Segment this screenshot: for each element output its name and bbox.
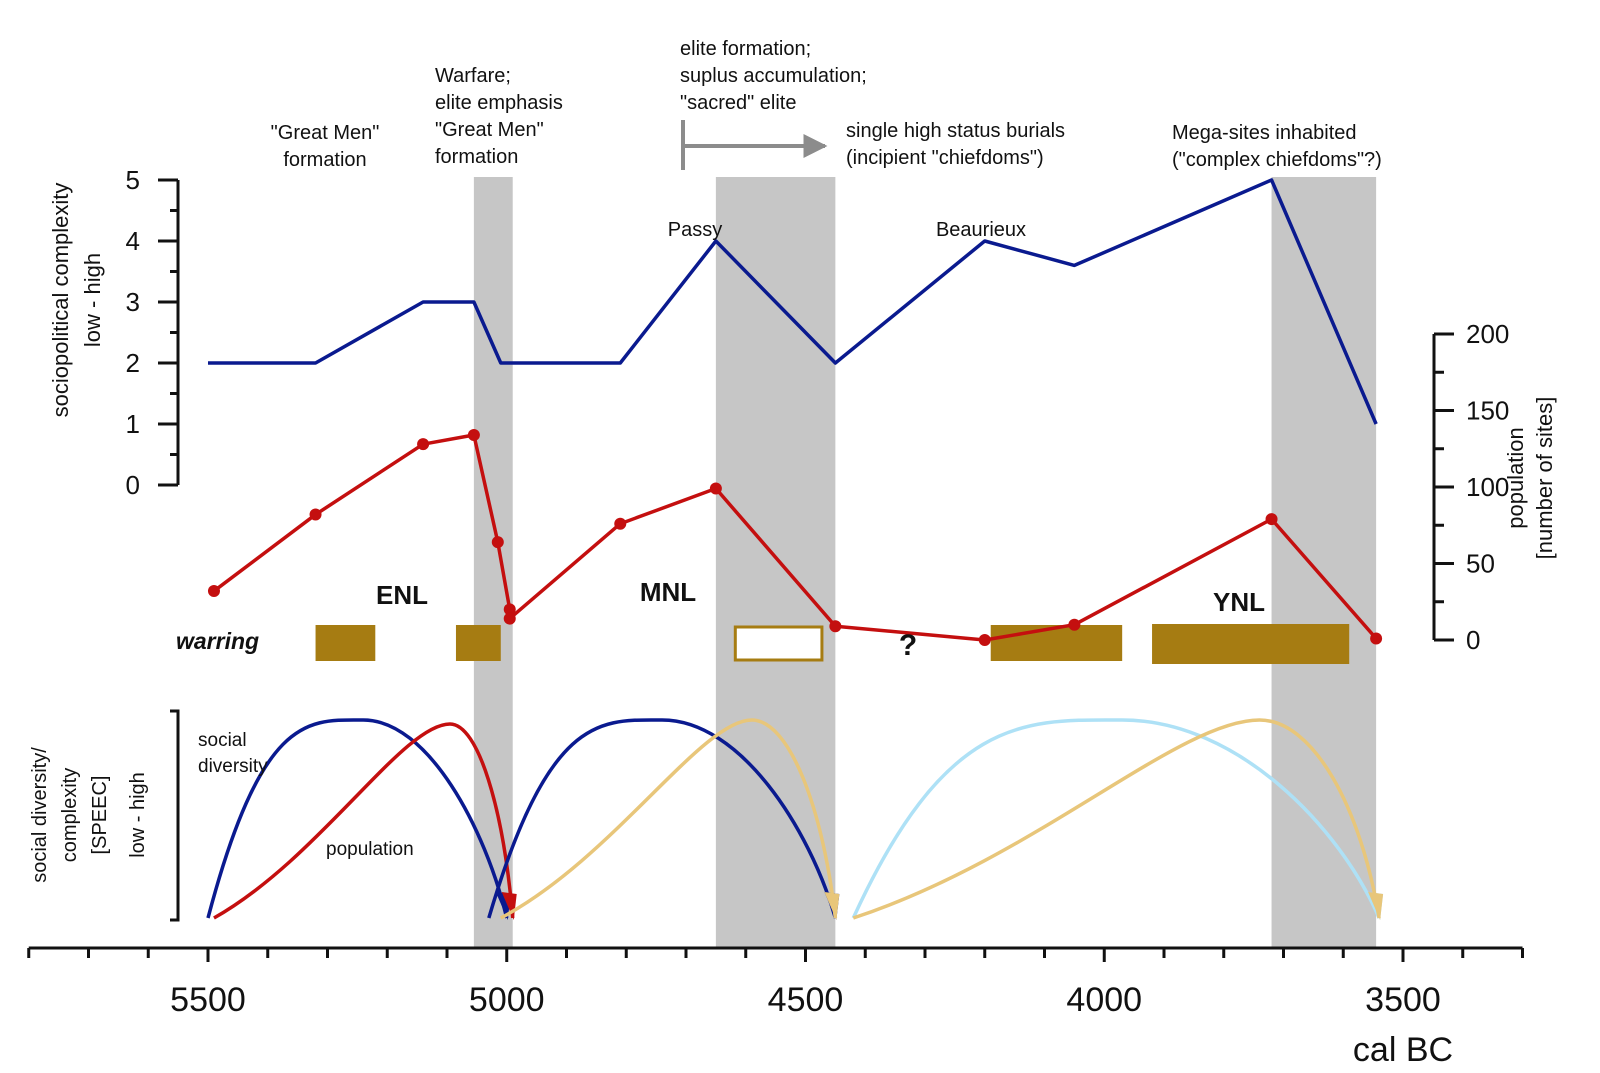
warring-bar-1 — [455, 625, 501, 661]
right-tick-label: 200 — [1466, 319, 1509, 349]
phase-label-ynl: YNL — [1213, 587, 1265, 617]
complexity-line — [208, 178, 1378, 425]
right-tick-label: 0 — [1466, 625, 1480, 655]
svg-text:population: population — [326, 839, 414, 860]
warring-bars — [315, 624, 1350, 664]
population-point — [709, 482, 722, 495]
speec-arc-diversity-0 — [206, 718, 509, 919]
speec-axis-sublabel: low - high — [127, 772, 149, 858]
speec-arc-diversity-2 — [487, 718, 838, 919]
population-axis-sublabel: [number of sites] — [1532, 397, 1557, 560]
x-tick-label: 5000 — [469, 981, 545, 1019]
speec-axis-label-2: complexity — [59, 768, 81, 862]
population-axis-label: population — [1503, 427, 1528, 529]
population-axis: 0 50 100 150 200 population [number of sites… — [1432, 319, 1557, 655]
warring-bar-2 — [733, 625, 824, 662]
svg-text:"Great Men": "Great Men" — [271, 122, 380, 144]
complexity-axis-label: sociopolitical complexity — [48, 183, 73, 418]
x-tick-label: 3500 — [1365, 981, 1441, 1019]
x-tick-label: 5500 — [170, 981, 246, 1019]
svg-text:formation: formation — [283, 149, 366, 171]
elite-arrow — [681, 120, 828, 170]
annotation-single-burials: single high status burials (incipient "c… — [846, 120, 1065, 169]
population-line — [212, 433, 1378, 642]
phase-label-mnl: MNL — [640, 577, 696, 607]
population-point — [207, 585, 220, 598]
right-tick-label: 50 — [1466, 549, 1495, 579]
svg-text:single high status burials: single high status burials — [846, 120, 1065, 142]
speec-arc-population-1 — [213, 722, 515, 920]
population-point — [829, 620, 842, 633]
svg-text:elite emphasis: elite emphasis — [435, 92, 563, 114]
warring-bar-3 — [990, 625, 1123, 661]
label-passy: Passy — [668, 219, 722, 241]
population-point — [1370, 632, 1383, 645]
annotation-mega-sites: Mega-sites inhabited ("complex chiefdoms… — [1172, 122, 1382, 171]
speec-arc-diversity-4 — [851, 718, 1381, 919]
speec-arc-population-5 — [852, 718, 1381, 920]
svg-text:elite formation;: elite formation; — [680, 38, 811, 60]
speec-arrowhead-3 — [824, 892, 840, 920]
left-tick-label: 3 — [126, 287, 140, 317]
svg-text:suplus accumulation;: suplus accumulation; — [680, 65, 867, 87]
label-beaurieux: Beaurieux — [936, 219, 1026, 241]
complexity-axis: 0 1 2 3 4 5 sociopolitical complexity low - h… — [48, 165, 180, 500]
x-tick-label: 4500 — [768, 981, 844, 1019]
series — [207, 178, 1383, 646]
population-point — [467, 428, 480, 441]
svg-text:"Great Men": "Great Men" — [435, 119, 544, 141]
shaded-period-1 — [715, 177, 836, 948]
left-tick-label: 0 — [126, 470, 140, 500]
left-tick-label: 5 — [126, 165, 140, 195]
svg-text:Warfare;: Warfare; — [435, 65, 511, 87]
population-point — [503, 612, 516, 625]
speec-axis: social diversity/ complexity [SPEEC] low… — [29, 709, 180, 922]
shaded-periods — [473, 177, 1377, 948]
complexity-axis-sublabel: low - high — [80, 253, 105, 347]
warring-bar-0 — [315, 625, 376, 661]
right-tick-label: 150 — [1466, 396, 1509, 426]
svg-text:social: social — [198, 730, 247, 751]
svg-text:Mega-sites inhabited: Mega-sites inhabited — [1172, 122, 1357, 144]
shaded-period-0 — [473, 177, 513, 948]
right-tick-label: 100 — [1466, 472, 1509, 502]
population-point — [614, 517, 627, 530]
svg-text:diversity: diversity — [198, 756, 268, 777]
population-point — [1068, 618, 1081, 631]
left-tick-label: 2 — [126, 348, 140, 378]
svg-text:"sacred" elite: "sacred" elite — [680, 92, 796, 114]
speec-legend: social diversity population — [198, 730, 414, 860]
svg-text:("complex chiefdoms"?): ("complex chiefdoms"?) — [1172, 149, 1382, 171]
population-point — [491, 536, 504, 549]
population-point — [417, 438, 430, 451]
speec-axis-label-3: [SPEEC] — [89, 776, 111, 855]
svg-text:formation: formation — [435, 146, 518, 168]
left-tick-label: 4 — [126, 226, 140, 256]
svg-text:(incipient "chiefdoms"): (incipient "chiefdoms") — [846, 147, 1044, 169]
population-point — [978, 634, 991, 646]
warring-bar-4 — [1152, 624, 1350, 664]
speec-arrowhead-5 — [1368, 892, 1384, 920]
speec-axis-label-1: social diversity/ — [29, 747, 51, 883]
x-tick-label: 4000 — [1066, 981, 1142, 1019]
speec-arcs — [206, 718, 1384, 920]
population-point — [309, 508, 322, 521]
annotation-great-men: "Great Men" formation — [271, 122, 380, 171]
question-mark: ? — [899, 629, 917, 662]
annotation-warfare: Warfare; elite emphasis "Great Men" form… — [435, 65, 563, 168]
x-axis-label: cal BC — [1353, 1031, 1453, 1069]
population-point — [1265, 513, 1278, 526]
warring-label: warring — [176, 628, 259, 654]
x-axis: 5500 5000 4500 4000 3500 cal BC — [27, 946, 1524, 1069]
speec-arc-population-3 — [499, 718, 838, 920]
phase-label-enl: ENL — [376, 580, 428, 610]
population-point — [503, 603, 516, 616]
left-tick-label: 1 — [126, 409, 140, 439]
annotation-elite: elite formation; suplus accumulation; "s… — [680, 38, 867, 114]
